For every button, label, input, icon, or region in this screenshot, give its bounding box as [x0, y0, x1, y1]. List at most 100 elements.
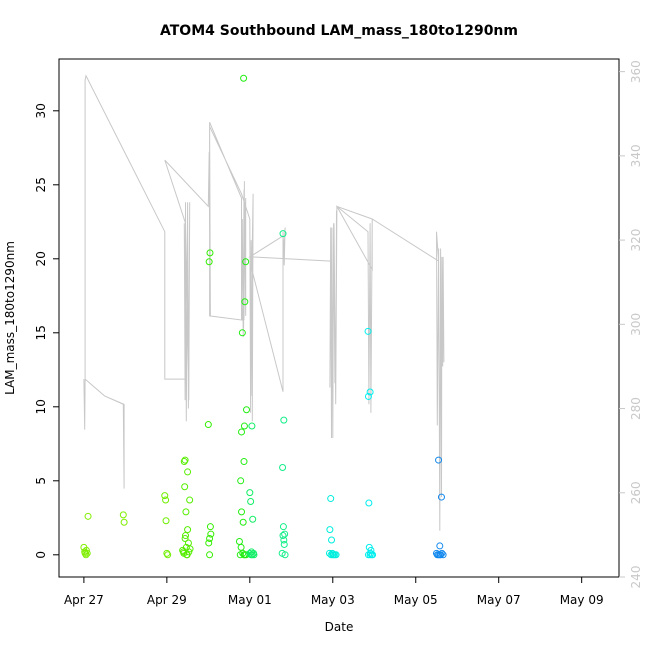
y2-tick-label: 240 [629, 566, 643, 589]
y-tick-label: 15 [34, 325, 48, 340]
data-point [83, 549, 91, 557]
data-point [120, 518, 128, 526]
data-point [364, 392, 372, 400]
data-point [247, 548, 255, 556]
point-series [80, 74, 447, 559]
data-point [182, 508, 190, 516]
data-point [186, 496, 194, 504]
series-line [83, 74, 445, 531]
data-point [238, 329, 246, 337]
data-point [181, 456, 189, 464]
x-tick-label: May 01 [228, 593, 272, 607]
y-tick-label: 10 [34, 399, 48, 414]
data-point [437, 551, 445, 559]
data-point [236, 551, 244, 559]
x-axis: Apr 27 Apr 29 May 01 May 03 May 05 May 07 May … [64, 576, 604, 607]
data-point [161, 492, 169, 500]
y-tick-label: 25 [34, 177, 48, 192]
y2-tick-label: 360 [629, 60, 643, 83]
x-axis-label: Date [325, 620, 354, 634]
x-tick-label: May 09 [560, 593, 604, 607]
data-point [326, 526, 334, 534]
data-point [240, 422, 248, 430]
data-point [365, 499, 373, 507]
data-point [332, 551, 340, 559]
data-point [328, 549, 336, 557]
x-tick-label: May 07 [477, 593, 521, 607]
data-point [279, 463, 287, 471]
x-tick-label: May 03 [311, 593, 355, 607]
data-point [280, 540, 288, 548]
data-point [206, 535, 214, 543]
data-point [119, 511, 127, 519]
y2-tick-label: 320 [629, 229, 643, 252]
data-point [435, 456, 443, 464]
data-point [164, 551, 172, 559]
data-point [238, 428, 246, 436]
data-point [240, 458, 248, 466]
data-point [205, 258, 213, 266]
data-point [238, 508, 246, 516]
data-point [432, 549, 440, 557]
x-tick-label: Apr 29 [147, 593, 187, 607]
data-point [184, 468, 192, 476]
data-point [249, 515, 257, 523]
data-point [281, 551, 289, 559]
data-point [242, 406, 250, 414]
y2-tick-label: 300 [629, 313, 643, 336]
data-point [242, 258, 250, 266]
data-point [436, 542, 444, 550]
data-point [248, 422, 256, 430]
data-point [327, 495, 335, 503]
data-point [239, 518, 247, 526]
data-point [328, 536, 336, 544]
data-point [247, 498, 255, 506]
data-point [235, 537, 243, 545]
y2-tick-label: 260 [629, 481, 643, 504]
data-point [206, 551, 214, 559]
data-point [82, 546, 90, 554]
data-point [246, 489, 254, 497]
data-point [280, 416, 288, 424]
y-tick-label: 0 [34, 551, 48, 559]
y-tick-label: 5 [34, 477, 48, 485]
data-point [181, 483, 189, 491]
data-point [437, 493, 445, 501]
y2-axis-right: 240 260 280 300 320 340 360 [619, 60, 643, 588]
data-point [205, 539, 213, 547]
data-point [206, 523, 214, 531]
data-point [281, 530, 289, 538]
data-point [279, 523, 287, 531]
data-point [237, 543, 245, 551]
data-point [184, 526, 192, 534]
data-point [366, 388, 374, 396]
data-point [367, 549, 375, 557]
data-point [206, 249, 214, 257]
y-axis-label: LAM_mass_180to1290nm [3, 241, 17, 395]
data-point [438, 549, 446, 557]
chart-title: ATOM4 Southbound LAM_mass_180to1290nm [160, 23, 518, 39]
data-point [204, 421, 212, 429]
data-point [369, 551, 377, 559]
data-point [241, 298, 249, 306]
y-tick-label: 30 [34, 103, 48, 118]
line-series [83, 74, 445, 531]
y-axis: 0 5 10 15 20 25 30 [34, 103, 59, 559]
data-point [183, 551, 191, 559]
data-point [162, 496, 170, 504]
data-point [279, 532, 287, 540]
data-point [207, 530, 215, 538]
y-tick-label: 20 [34, 251, 48, 266]
y2-tick-label: 340 [629, 144, 643, 167]
data-point [279, 230, 287, 238]
data-point [163, 549, 171, 557]
data-point [162, 517, 170, 525]
data-point [364, 327, 372, 335]
x-tick-label: May 05 [394, 593, 438, 607]
data-point [180, 549, 188, 557]
data-point [182, 532, 190, 540]
x-tick-label: Apr 27 [64, 593, 104, 607]
data-point [181, 535, 189, 543]
y2-tick-label: 280 [629, 397, 643, 420]
